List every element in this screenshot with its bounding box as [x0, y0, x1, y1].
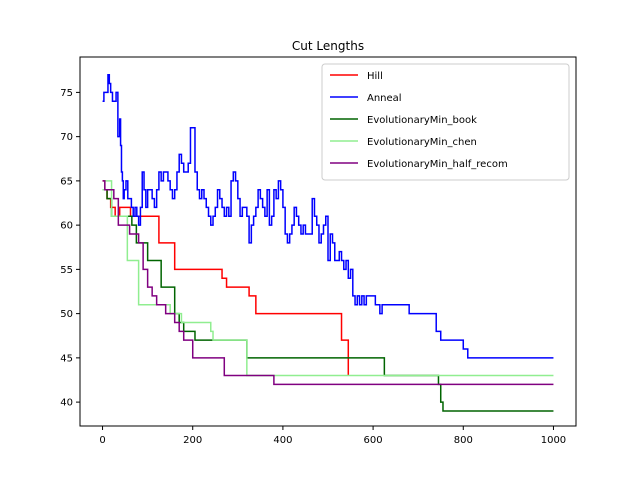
series-line-1: [102, 73, 554, 359]
legend-box: [321, 63, 570, 181]
x-tick-label-2: 400: [273, 435, 292, 446]
series-line-4: [102, 180, 554, 386]
y-tick-label-1: 45: [60, 353, 73, 364]
axes-frame: [79, 56, 577, 427]
y-tick-label-2: 50: [60, 309, 73, 320]
y-tick-label-0: 40: [60, 398, 73, 409]
y-tick-label-7: 75: [60, 88, 73, 99]
legend: Hill Anneal EvolutionaryMin_book Evolutiona…: [321, 63, 570, 181]
x-tick-label-3: 600: [364, 435, 383, 446]
axis-ticks: 0 200 400 600 800 1000 40 45 50 55 60 65 70 75: [60, 88, 566, 446]
y-tick-label-3: 55: [60, 265, 73, 276]
legend-label-1: Anneal: [367, 93, 402, 104]
x-tick-label-1: 200: [183, 435, 202, 446]
y-tick-label-4: 60: [60, 221, 73, 232]
x-tick-label-4: 800: [454, 435, 473, 446]
legend-label-3: EvolutionaryMin_chen: [367, 137, 477, 148]
x-tick-label-5: 1000: [541, 435, 566, 446]
plot-area: [102, 73, 554, 412]
legend-label-2: EvolutionaryMin_book: [367, 115, 477, 126]
legend-label-4: EvolutionaryMin_half_recom: [367, 159, 508, 170]
series-line-0: [102, 180, 350, 376]
x-tick-label-0: 0: [99, 435, 105, 446]
chart-title: Cut Lengths: [292, 39, 364, 53]
y-tick-label-6: 70: [60, 132, 73, 143]
y-tick-label-5: 65: [60, 176, 73, 187]
legend-label-0: Hill: [367, 71, 383, 82]
